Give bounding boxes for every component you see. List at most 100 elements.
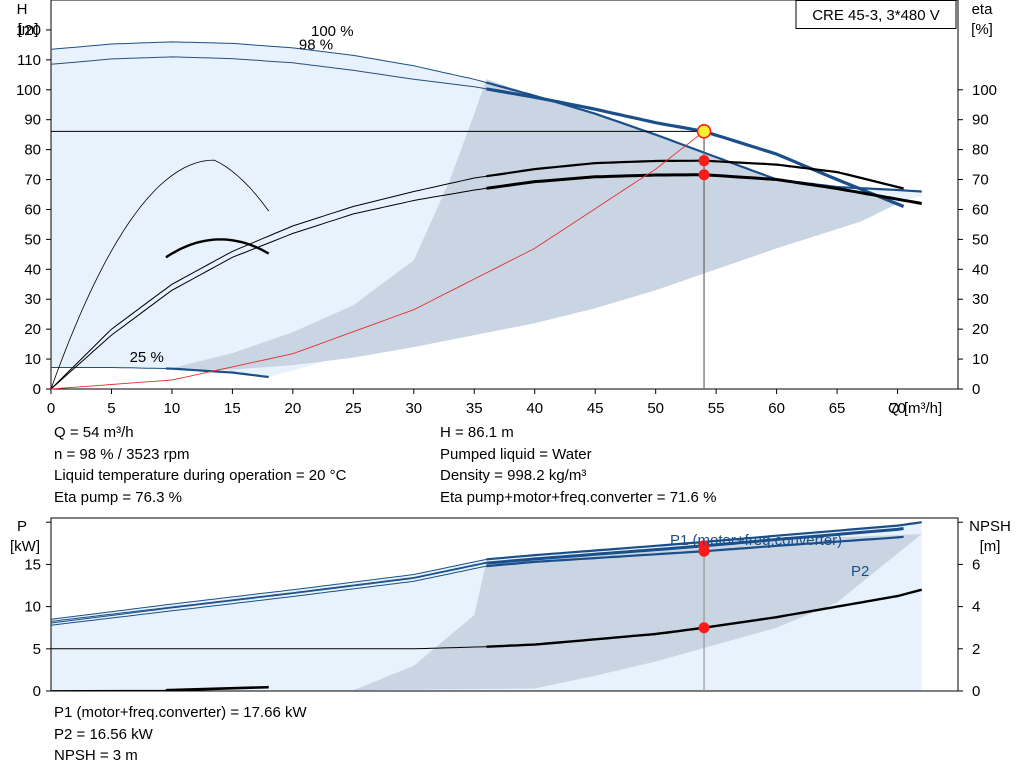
x-tick-label: 70 [889,400,906,417]
y-tick-label: 80 [24,142,41,159]
y2-tick-label: 2 [972,641,980,658]
x-tick-label: 40 [526,400,543,417]
y-tick-label: 50 [24,231,41,248]
system-curve [50,131,705,390]
eta-total-curve-thin [50,187,487,390]
speed-label: 98 % [299,36,333,53]
p2-text: P2 = 16.56 kW [54,725,153,743]
liquid-temperature-text: Liquid temperature during operation = 20… [54,467,347,484]
y2-tick-label: 30 [972,291,989,308]
x-tick-label: 65 [829,400,846,417]
speed-98-curve [486,87,905,208]
y2-tick-label: 70 [972,172,989,189]
x-tick-label: 50 [647,400,664,417]
npsh-text: NPSH = 3 m [54,747,138,764]
npsh-curve-thin [51,646,487,650]
y-tick-label: 110 [17,52,41,69]
y-axis-unit-label: [kW] [10,538,40,555]
y2-tick-label: 10 [972,351,989,368]
y-tick-label: 5 [33,641,41,658]
p1-curve-98 [486,527,904,565]
y2-axis-label: eta [972,1,994,18]
eta-low-speed-curve [165,238,270,259]
x-tick-label: 30 [405,400,422,417]
y-tick-label: 100 [16,82,41,99]
speed-100-curve-thin [50,41,487,84]
y2-axis-label: NPSH [969,518,1011,535]
title-box [795,0,957,29]
x-tick-label: 60 [768,400,785,417]
eta-pump-curve-thin [50,175,487,390]
y-axis-label: H [17,1,28,18]
plot-frame [50,517,959,692]
info-bottom: P1 (motor+freq.converter) = 17.66 kW P2 … [54,702,307,767]
y-tick-label: 30 [24,291,41,308]
eta-total-marker [698,169,710,181]
x-tick-label: 25 [345,400,362,417]
speed-text: n = 98 % / 3523 rpm [54,445,190,463]
y2-tick-label: 6 [972,556,980,573]
density-text: Density = 998.2 kg/m³ [440,467,587,484]
y2-tick-label: 80 [972,142,989,159]
speed-98-curve-thin [50,56,487,90]
head-text: H = 86.1 m [440,424,514,441]
x-tick-label: 55 [708,400,725,417]
low-speed-power-curve [165,685,269,692]
p2-series-label: P2 [851,563,869,580]
p1-text: P1 (motor+freq.converter) = 17.66 kW [54,704,307,721]
x-tick-label: 0 [47,400,55,417]
eta-low-speed-curve-thin [50,159,270,390]
y-tick-label: 0 [33,683,41,700]
speed-label: 25 % [130,349,164,366]
x-tick-label: 35 [466,400,483,417]
y-tick-label: 120 [16,22,41,39]
y2-tick-label: 4 [972,599,980,616]
p2-curve-thin-upper [50,561,487,622]
y-tick-label: 0 [33,381,41,398]
eta-total-text: Eta pump+motor+freq.converter = 71.6 % [440,488,717,506]
y-tick-label: 10 [24,351,41,368]
p1-curve-thin-lower [50,562,487,624]
y2-tick-label: 0 [972,683,980,700]
x-tick-label: 5 [107,400,115,417]
y-tick-label: 10 [24,599,41,616]
x-tick-label: 45 [587,400,604,417]
y2-tick-label: 0 [972,381,980,398]
p2-curve [486,535,904,568]
y2-tick-label: 40 [972,261,989,278]
plot-frame [50,0,959,390]
y2-tick-label: 100 [972,82,997,99]
x-tick-label: 10 [164,400,181,417]
p2-marker [698,545,710,557]
info-top-right: H = 86.1 m Pumped liquid = Water Density… [440,422,716,508]
y-tick-label: 60 [24,201,41,218]
y2-tick-label: 20 [972,321,989,338]
y2-tick-label: 90 [972,112,989,129]
p1-curve-thin [50,558,487,620]
x-tick-label: 15 [224,400,241,417]
y-tick-label: 70 [24,172,41,189]
eta-pump-text: Eta pump = 76.3 % [54,488,182,506]
speed-label: 100 % [311,23,354,40]
x-tick-label: 20 [285,400,302,417]
pumped-liquid-text: Pumped liquid = Water [440,445,592,463]
head-efficiency-chart: 0 5 10 15 20 25 30 35 40 45 50 55 60 65 70Q [m³/h]0102… [16,0,997,417]
p1-series-label: P1 (motor+freq.converter) [670,532,842,549]
y-tick-label: 90 [24,112,41,129]
chart-title: CRE 45-3, 3*480 V [812,7,940,24]
npsh-marker [698,622,710,634]
flow-rate-text: Q = 54 m³/h [54,424,134,441]
y-axis-unit-label: [m] [18,21,39,38]
y-tick-label: 40 [24,261,41,278]
eta-pump-marker [698,155,710,167]
y2-axis-unit-label: [m] [980,538,1001,555]
y-tick-label: 20 [24,321,41,338]
speed-25-curve-thin [51,367,166,369]
x-axis-label: Q [m³/h] [888,400,942,417]
eta-pump-curve [486,159,904,190]
y-tick-label: 15 [24,556,41,573]
duty-point-marker [696,124,712,139]
p2-curve-thin [50,565,487,626]
recommended-region-area [171,79,898,370]
